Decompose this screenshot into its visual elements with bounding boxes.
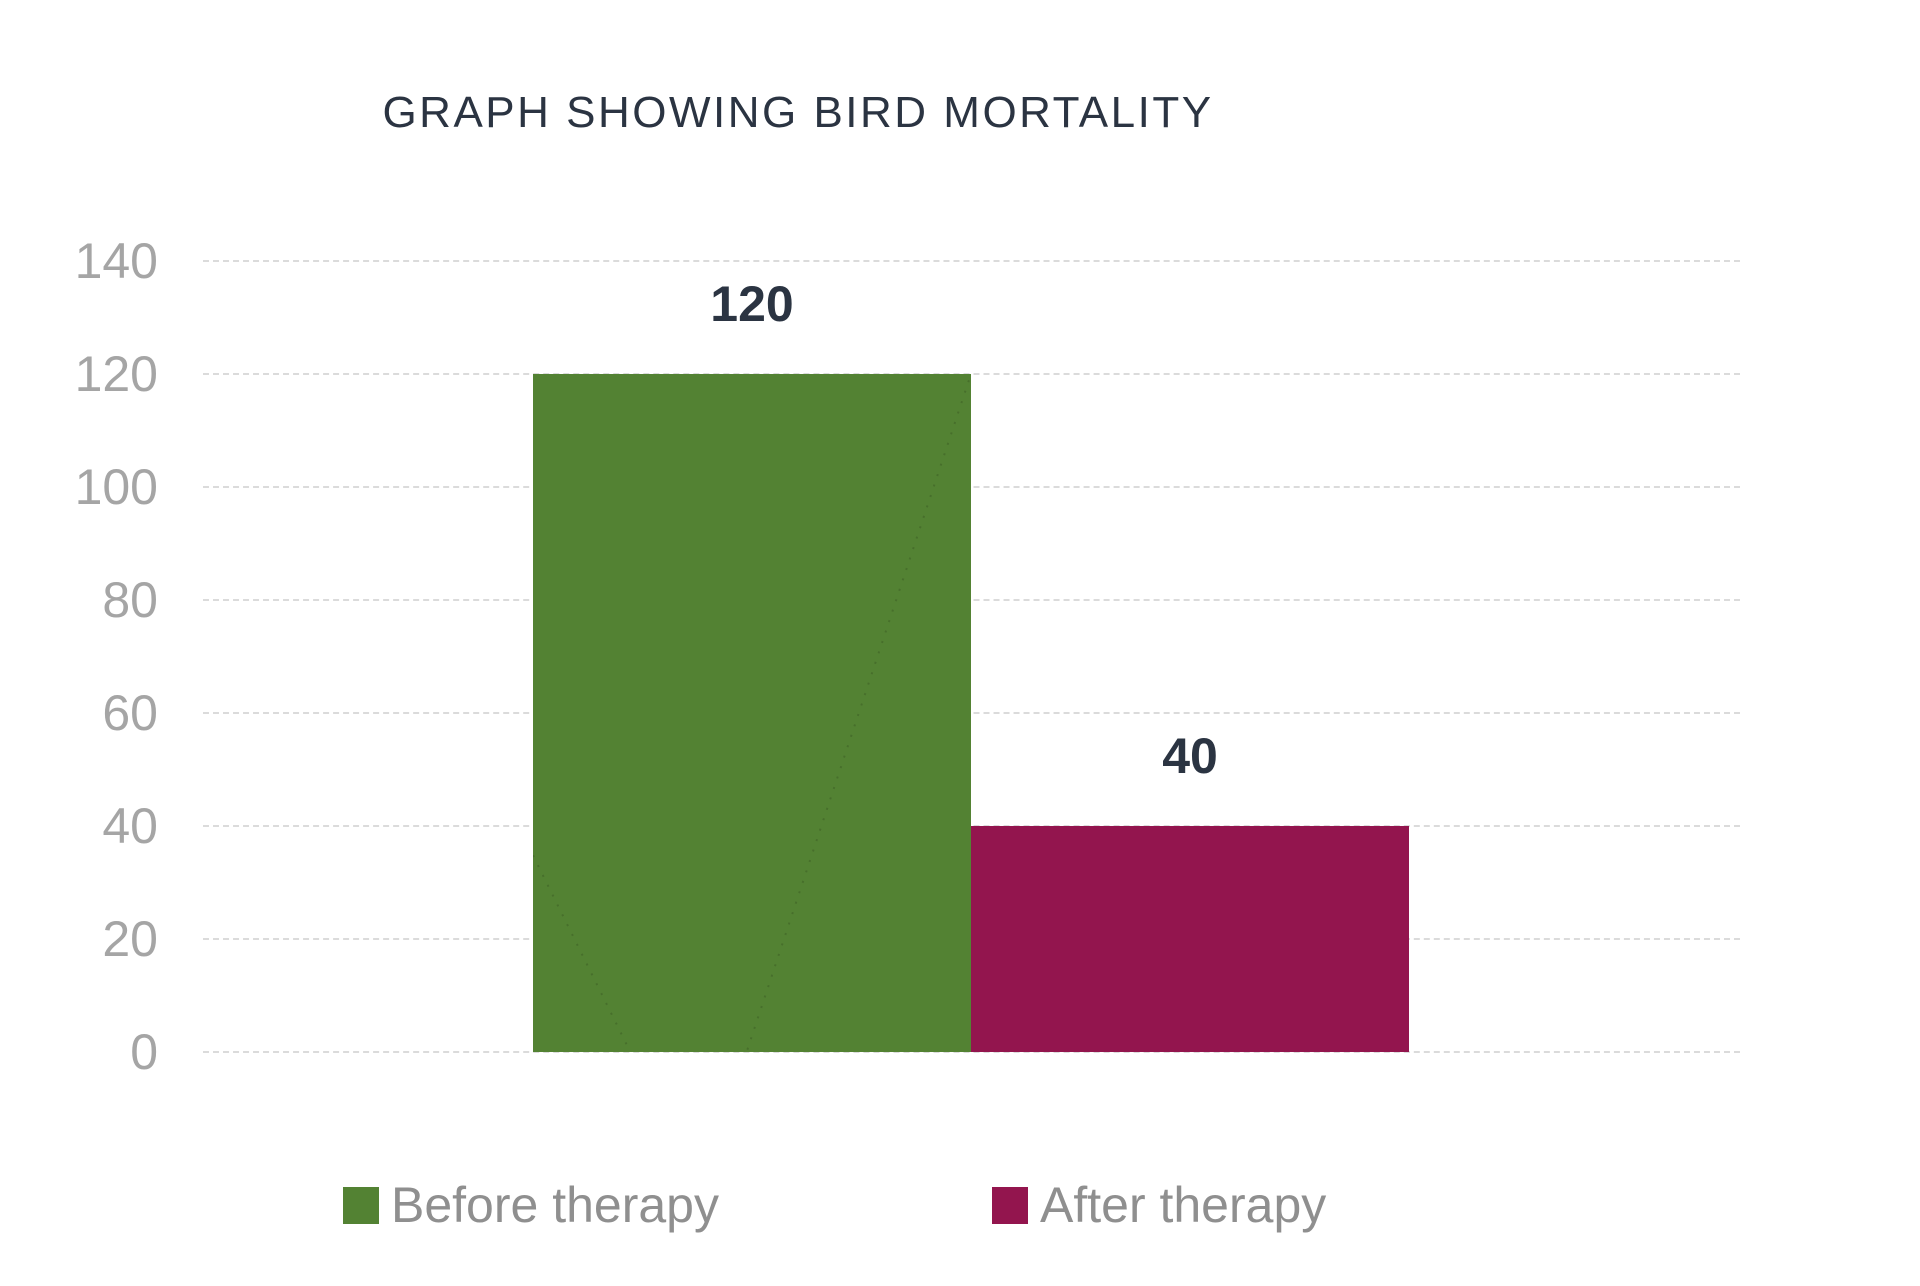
legend-label-before-therapy: Before therapy bbox=[391, 1177, 719, 1233]
legend-item-before-therapy[interactable]: Before therapy bbox=[343, 1176, 719, 1234]
legend-swatch-before-therapy bbox=[343, 1186, 379, 1224]
y-axis-tick-label-20: 20 bbox=[102, 911, 158, 967]
gridline-120 bbox=[203, 373, 1740, 375]
gridline-0 bbox=[203, 1051, 1740, 1053]
y-axis-tick-label-140: 140 bbox=[74, 233, 158, 289]
bar-value-label-before-therapy: 120 bbox=[710, 276, 794, 332]
bar-before-therapy[interactable] bbox=[533, 374, 971, 1052]
legend-swatch-after-therapy bbox=[992, 1186, 1028, 1224]
gridline-140 bbox=[203, 260, 1740, 262]
y-axis-tick-label-0: 0 bbox=[130, 1024, 158, 1080]
y-axis-tick-label-120: 120 bbox=[74, 346, 158, 402]
y-axis-tick-label-40: 40 bbox=[102, 798, 158, 854]
chart-title: GRAPH SHOWING BIRD MORTALITY bbox=[382, 88, 1214, 137]
y-axis-tick-label-60: 60 bbox=[102, 685, 158, 741]
gridline-80 bbox=[203, 599, 1740, 601]
gridline-60 bbox=[203, 712, 1740, 714]
bar-value-label-after-therapy: 40 bbox=[1162, 728, 1218, 784]
gridline-100 bbox=[203, 486, 1740, 488]
bar-after-therapy[interactable] bbox=[971, 826, 1409, 1052]
bar-watermark-lines bbox=[533, 374, 971, 1052]
y-axis-tick-label-100: 100 bbox=[74, 459, 158, 515]
y-axis-tick-label-80: 80 bbox=[102, 572, 158, 628]
legend-item-after-therapy[interactable]: After therapy bbox=[992, 1176, 1326, 1234]
legend-label-after-therapy: After therapy bbox=[1040, 1177, 1327, 1233]
